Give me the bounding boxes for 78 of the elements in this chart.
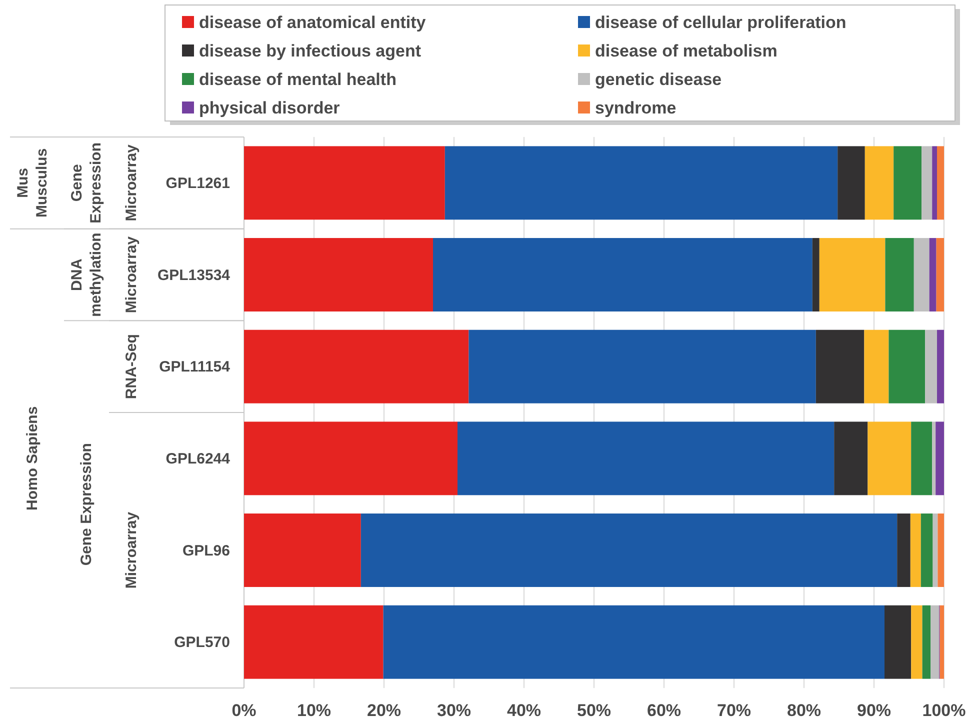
x-tick-label: 100% — [922, 701, 966, 718]
bar — [910, 514, 921, 587]
bar — [816, 330, 864, 404]
text: Homo Sapiens — [24, 406, 41, 511]
bar — [911, 605, 922, 679]
text: Microarray — [123, 236, 140, 314]
text: DNA methylation — [68, 232, 104, 317]
x-tick-label: 0% — [232, 701, 256, 718]
text: RNA-Seq — [123, 334, 140, 400]
y-tick-label: GPL11154 — [159, 358, 231, 376]
bar — [897, 514, 910, 587]
legend-label: syndrome — [595, 98, 676, 118]
bar — [885, 238, 914, 312]
y-tick-label: GPL1261 — [166, 174, 230, 192]
legend-label: disease of anatomical entity — [199, 13, 426, 32]
bar — [888, 330, 926, 404]
x-tick-label: 30% — [436, 701, 472, 718]
bar — [936, 238, 944, 312]
bar — [940, 605, 944, 679]
y-tick-label: GPL13534 — [157, 266, 231, 284]
bar — [922, 605, 931, 679]
bar — [938, 514, 944, 587]
legend-label: disease of cellular proliferation — [595, 13, 846, 32]
legend-label: disease of metabolism — [595, 42, 778, 60]
bar — [936, 422, 944, 496]
bar — [819, 238, 886, 312]
bar — [911, 422, 932, 496]
text: Microarray — [123, 511, 140, 589]
bar — [244, 605, 384, 679]
bar — [868, 422, 912, 496]
text: Microarray — [123, 144, 140, 222]
bar — [932, 422, 936, 496]
text: Gene Expression — [78, 443, 95, 566]
bar — [812, 238, 820, 312]
bar — [894, 146, 922, 220]
bar — [922, 146, 932, 220]
bar — [244, 514, 361, 587]
bar — [360, 514, 898, 587]
x-tick-label: 40% — [506, 701, 542, 718]
text: Gene Expression — [68, 142, 104, 224]
x-tick-label: 90% — [856, 701, 892, 718]
bar — [937, 146, 944, 220]
bar — [244, 330, 469, 404]
legend-label: disease by infectious agent — [199, 42, 422, 60]
bar — [925, 330, 937, 404]
x-tick-label: 50% — [576, 701, 612, 718]
bar — [864, 330, 889, 404]
bar — [244, 238, 433, 312]
bar — [838, 146, 865, 220]
bar — [932, 514, 938, 587]
legend-label: disease of mental health — [199, 70, 396, 89]
x-tick-label: 10% — [296, 701, 332, 718]
legend-label: physical disorder — [199, 98, 340, 118]
bar — [929, 238, 936, 312]
bar — [937, 330, 944, 404]
y-tick-label: GPL96 — [182, 542, 230, 560]
y-tick-label: GPL6244 — [166, 450, 231, 468]
bar — [914, 238, 930, 312]
bar — [383, 605, 884, 679]
y-tick-label: GPL570 — [174, 634, 230, 652]
bar — [834, 422, 868, 496]
bar — [433, 238, 812, 312]
x-tick-label: 70% — [716, 701, 752, 718]
bar — [444, 146, 838, 220]
bar — [864, 146, 894, 220]
bar — [932, 146, 937, 220]
bar — [468, 330, 816, 404]
text: Mus Musculus — [14, 148, 50, 218]
bar — [244, 422, 458, 496]
bar — [930, 605, 940, 679]
x-tick-label: 20% — [366, 701, 402, 718]
x-tick-label: 60% — [646, 701, 682, 718]
x-tick-label: 80% — [786, 701, 822, 718]
legend-label: genetic disease — [595, 70, 722, 89]
bar — [244, 146, 445, 220]
bar — [458, 422, 834, 496]
bar — [884, 605, 912, 679]
bar — [920, 514, 933, 587]
